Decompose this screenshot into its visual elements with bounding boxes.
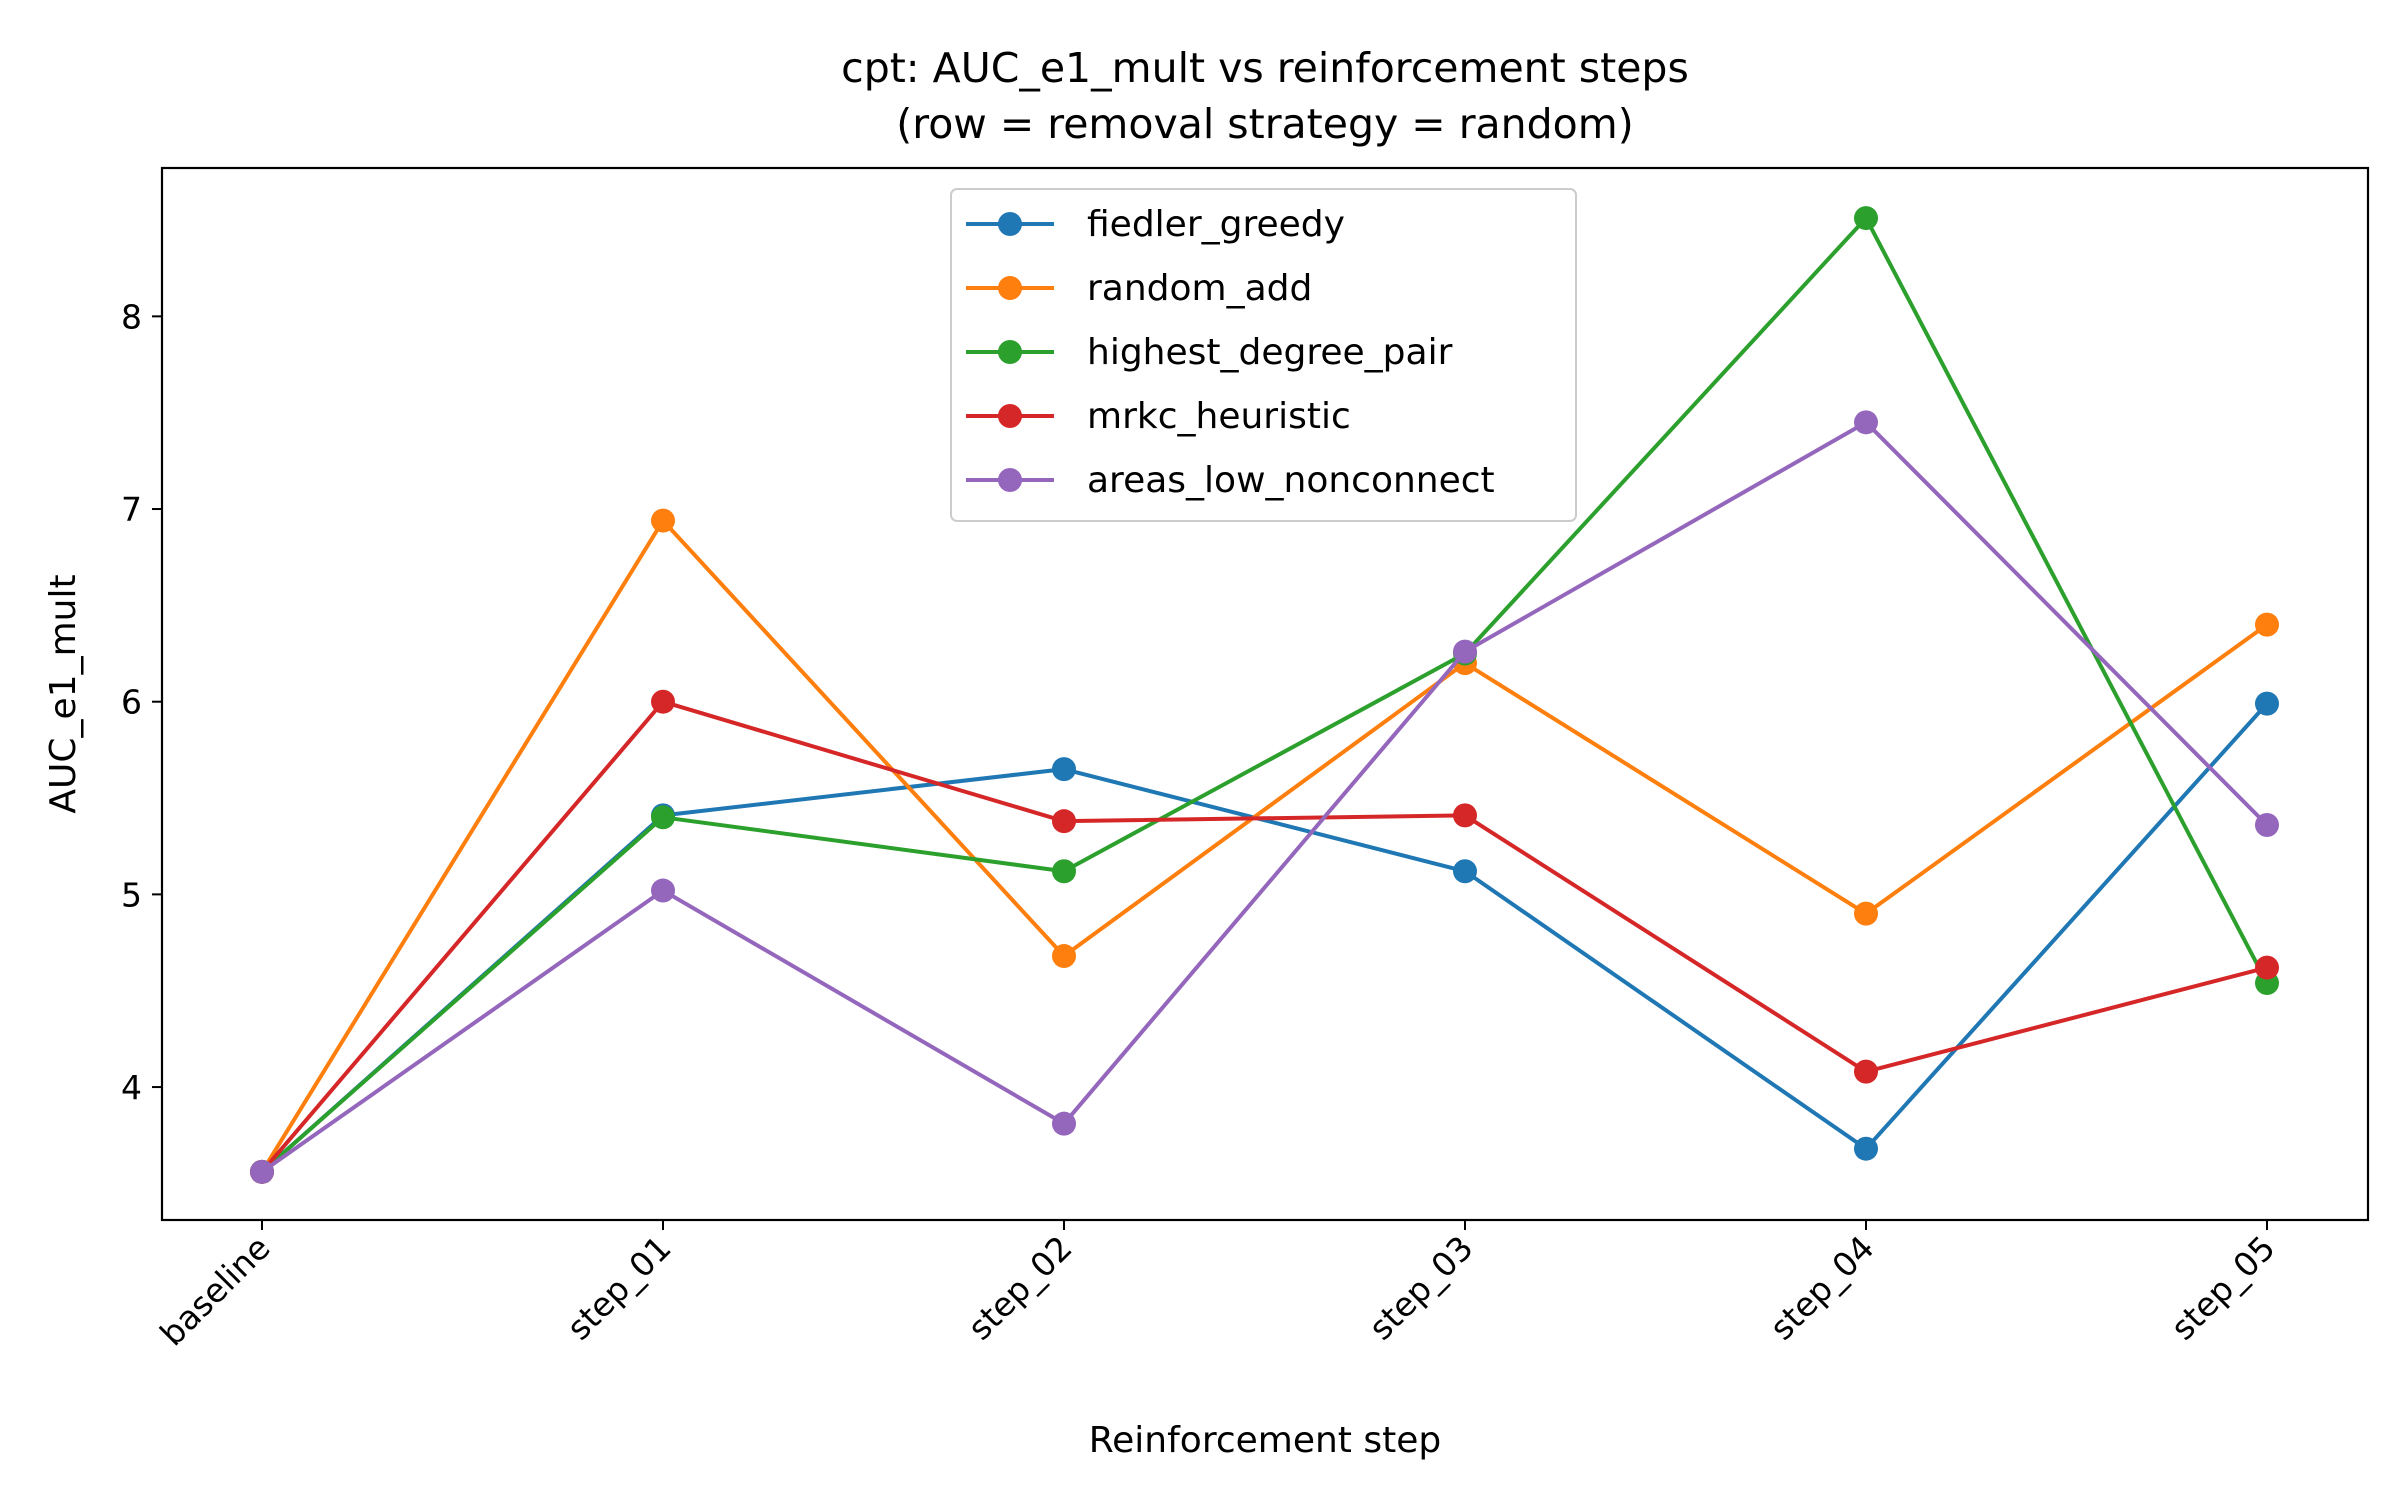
x-tick-label: step_05 — [2163, 1228, 2282, 1347]
x-tick-label: step_03 — [1361, 1228, 1480, 1347]
data-point — [2255, 955, 2279, 980]
data-point — [1052, 757, 1076, 782]
y-tick-label: 6 — [121, 683, 142, 722]
data-point — [1453, 639, 1477, 664]
legend-swatch-marker — [998, 212, 1022, 236]
data-point — [1052, 859, 1076, 884]
data-point — [1052, 944, 1076, 969]
legend-box — [950, 188, 1577, 522]
series-line — [260, 518, 2269, 1173]
legend-label: random_add — [1087, 268, 1312, 309]
legend-label: fiedler_greedy — [1087, 204, 1345, 245]
data-point — [250, 1159, 274, 1184]
chart-title: cpt: AUC_e1_mult vs reinforcement steps — [841, 44, 1689, 92]
legend-swatch-marker — [998, 340, 1022, 364]
data-point — [1854, 901, 1878, 926]
legend-swatch-marker — [998, 404, 1022, 428]
x-tick-label: step_02 — [960, 1228, 1079, 1347]
y-tick-label: 4 — [121, 1068, 142, 1107]
series-line — [260, 216, 2269, 1174]
legend-swatch-marker — [998, 276, 1022, 300]
x-tick-label: step_04 — [1762, 1228, 1881, 1347]
y-tick-label: 7 — [121, 490, 142, 529]
data-point — [1453, 859, 1477, 884]
legend-label: highest_degree_pair — [1087, 332, 1453, 373]
y-tick-label: 5 — [121, 875, 142, 914]
data-point — [1052, 1111, 1076, 1136]
data-point — [1854, 1059, 1878, 1084]
legend-swatch-marker — [998, 468, 1022, 492]
x-tick-label: baseline — [152, 1228, 277, 1353]
legend-label: mrkc_heuristic — [1087, 396, 1351, 437]
x-tick-label: step_01 — [559, 1228, 678, 1347]
legend-label: areas_low_nonconnect — [1087, 460, 1495, 501]
y-axis-label: AUC_e1_mult — [43, 574, 84, 813]
y-tick-label: 8 — [121, 297, 142, 336]
chart-subtitle: (row = removal strategy = random) — [896, 100, 1633, 148]
series-line — [260, 699, 2268, 1174]
data-point — [2255, 612, 2279, 637]
data-point — [1854, 1136, 1878, 1161]
series-line — [260, 702, 2269, 1174]
legend: fiedler_greedy random_add highest_degree_p… — [950, 188, 1577, 522]
data-point — [651, 508, 675, 533]
data-point — [1052, 809, 1076, 834]
data-point — [1854, 410, 1878, 435]
data-point — [651, 805, 675, 830]
x-axis-label: Reinforcement step — [1089, 1420, 1441, 1461]
data-point — [651, 689, 675, 714]
plot-frame — [160, 166, 2370, 1222]
data-point — [2255, 691, 2279, 716]
series-line — [260, 420, 2269, 1174]
data-point — [2255, 813, 2279, 838]
data-point — [1453, 803, 1477, 828]
data-point — [1854, 206, 1878, 231]
data-point — [651, 878, 675, 903]
